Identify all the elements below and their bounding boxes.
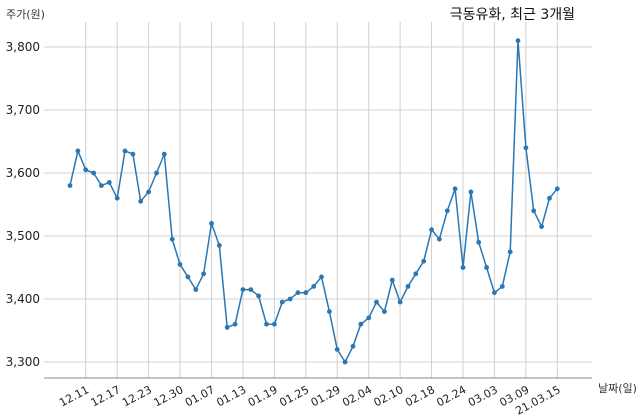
- x-tick-label: 02.04: [340, 383, 374, 409]
- data-point: [342, 359, 348, 365]
- y-tick-label: 3,600: [6, 166, 40, 180]
- x-tick-label: 02.18: [403, 383, 437, 409]
- data-point: [295, 290, 301, 296]
- data-point: [91, 170, 96, 176]
- data-point: [499, 284, 505, 289]
- data-point: [185, 274, 191, 280]
- data-point: [177, 262, 183, 267]
- data-point: [468, 189, 474, 195]
- data-point: [366, 315, 372, 321]
- data-point: [287, 296, 293, 302]
- data-point: [138, 198, 144, 204]
- data-point: [193, 287, 199, 292]
- x-tick-label: 01.25: [277, 383, 311, 409]
- data-point: [507, 249, 513, 255]
- data-point: [421, 258, 427, 264]
- data-point: [161, 151, 167, 157]
- data-point: [122, 148, 128, 154]
- data-point: [67, 183, 73, 189]
- x-tick-label: 01.29: [309, 383, 343, 409]
- data-point: [75, 148, 81, 154]
- x-tick-label: 12.11: [57, 383, 91, 409]
- data-point: [201, 271, 207, 277]
- data-point: [429, 227, 434, 233]
- y-axis-ticks: 3,300 3,400 3,500 3,600 3,700 3,800: [6, 40, 40, 369]
- x-tick-label: 02.10: [372, 383, 406, 409]
- data-point: [492, 290, 497, 296]
- data-point: [523, 145, 529, 151]
- data-point: [99, 183, 104, 189]
- data-point: [444, 208, 450, 214]
- data-point: [389, 277, 395, 283]
- chart-title: 극동유화, 최근 3개월: [450, 7, 575, 23]
- data-point: [437, 236, 442, 242]
- data-point: [256, 293, 261, 299]
- data-point: [358, 321, 364, 327]
- data-point: [146, 189, 152, 195]
- y-tick-label: 3,300: [6, 355, 40, 369]
- y-tick-label: 3,400: [6, 292, 40, 306]
- x-tick-label: 01.19: [246, 383, 280, 409]
- y-tick-label: 3,700: [6, 103, 40, 117]
- data-point: [130, 151, 136, 157]
- x-axis-ticks: 12.1112.1712.2312.3001.0701.1301.1901.25…: [57, 383, 563, 417]
- x-tick-label: 02.24: [434, 383, 468, 409]
- data-point: [240, 287, 246, 292]
- data-point: [397, 299, 403, 305]
- x-tick-label: 01.07: [183, 383, 217, 409]
- y-tick-label: 3,800: [6, 40, 40, 54]
- series-points: [67, 38, 560, 365]
- x-tick-label: 12.23: [120, 383, 154, 409]
- x-tick-label: 12.17: [89, 383, 123, 409]
- data-point: [232, 321, 238, 327]
- x-tick-label: 03.03: [466, 383, 500, 409]
- data-point: [216, 243, 222, 248]
- data-point: [531, 208, 537, 214]
- data-point: [209, 221, 214, 226]
- data-point: [452, 186, 458, 192]
- data-point: [405, 284, 411, 289]
- data-point: [224, 325, 230, 330]
- data-point: [539, 224, 544, 230]
- data-point: [83, 167, 89, 173]
- data-point: [547, 195, 552, 201]
- data-point: [334, 347, 340, 352]
- data-point: [515, 38, 521, 44]
- data-point: [476, 239, 482, 245]
- y-tick-label: 3,500: [6, 229, 40, 243]
- data-point: [248, 287, 254, 292]
- data-point: [169, 236, 175, 242]
- data-point: [413, 271, 419, 277]
- data-point: [484, 265, 489, 270]
- y-axis-label: 주가(원): [6, 8, 45, 21]
- data-point: [554, 186, 560, 192]
- data-point: [327, 309, 332, 314]
- x-axis-label: 날짜(일): [598, 381, 637, 395]
- data-point: [350, 343, 356, 349]
- data-point: [311, 284, 317, 289]
- data-point: [264, 321, 269, 327]
- data-point: [154, 170, 159, 176]
- data-point: [272, 321, 277, 327]
- data-point: [303, 290, 309, 296]
- data-point: [382, 309, 387, 314]
- data-point: [460, 265, 466, 270]
- x-tick-label: 01.13: [214, 383, 248, 409]
- grid-lines: [44, 22, 592, 378]
- x-tick-label: 12.30: [152, 383, 186, 409]
- data-point: [279, 299, 285, 305]
- data-point: [374, 299, 379, 305]
- data-point: [319, 274, 324, 280]
- data-point: [114, 195, 120, 201]
- data-point: [106, 180, 112, 185]
